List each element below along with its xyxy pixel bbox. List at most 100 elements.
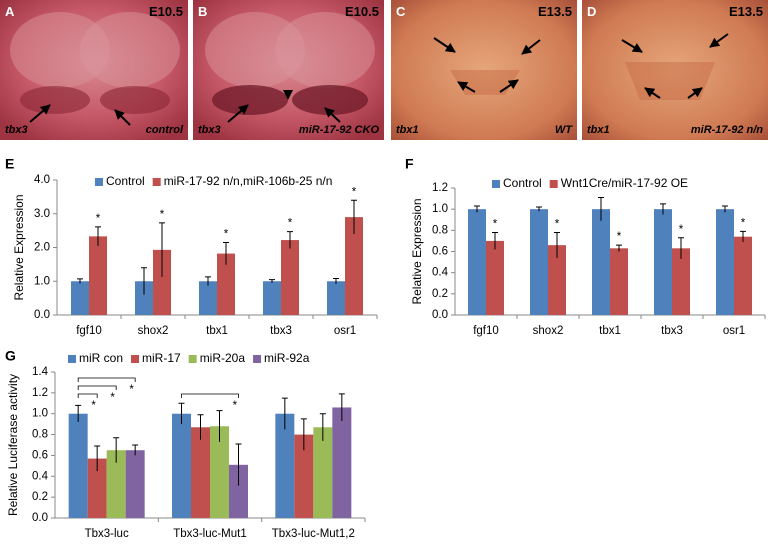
bar — [592, 209, 610, 315]
legend-label: miR-17 — [142, 351, 181, 365]
error-bar — [338, 393, 345, 422]
bar — [313, 427, 333, 518]
y-tick-label: 0.6 — [32, 449, 48, 461]
photos — [0, 0, 768, 140]
bar — [89, 236, 107, 315]
bar — [191, 427, 210, 518]
x-tick-label: tbx3 — [270, 325, 292, 337]
x-tick-label: Tbx3-luc-Mut1 — [173, 528, 247, 540]
y-axis-label: Relative Expression — [410, 198, 424, 304]
error-bar — [223, 241, 229, 265]
stain — [100, 86, 170, 114]
y-tick-label: 4.0 — [34, 174, 50, 186]
panel-letter: A — [5, 4, 15, 19]
y-tick-label: 3.0 — [34, 208, 50, 220]
error-bar — [300, 418, 307, 451]
error-bar — [333, 278, 339, 284]
significance-bracket — [77, 377, 136, 382]
panel-letter: F — [405, 156, 414, 172]
error-bar — [740, 230, 746, 242]
stain — [212, 85, 288, 115]
error-bar — [598, 197, 604, 221]
bar — [87, 458, 107, 518]
bar — [486, 240, 504, 315]
legend-label: miR-17-92 n/n,miR-106b-25 n/n — [164, 174, 333, 188]
legend-label: miR-92a — [264, 351, 310, 365]
legend-swatch — [253, 355, 262, 363]
arrowhead — [283, 90, 293, 100]
x-tick-label: osr1 — [334, 325, 356, 337]
panel-letter: B — [198, 4, 207, 19]
x-tick-label: tbx1 — [599, 325, 621, 337]
error-bar — [660, 203, 666, 215]
significance-star: * — [352, 186, 357, 198]
error-bar — [113, 437, 120, 463]
gene: tbx3 — [198, 124, 221, 136]
gene: tbx1 — [396, 124, 419, 136]
y-tick-label: 1.0 — [432, 203, 448, 215]
bar — [345, 217, 363, 315]
error-bar — [281, 397, 288, 430]
legend-label: miR con — [79, 351, 123, 365]
panel-letter: E — [5, 156, 14, 172]
bar — [734, 236, 752, 315]
bar — [294, 434, 314, 518]
significance-star: * — [96, 213, 101, 225]
legend-swatch — [95, 178, 103, 186]
legend-swatch — [131, 355, 140, 363]
chart: E Relative Expression 0.0 1.0 2.0 3.0 4.0 fgf10… — [5, 156, 378, 337]
legend-swatch — [152, 178, 161, 186]
stain — [292, 85, 368, 115]
significance-star: * — [493, 218, 498, 230]
panel-letter: G — [5, 348, 16, 364]
y-tick-label: 1.0 — [32, 408, 48, 420]
bar — [125, 450, 145, 518]
tissue — [625, 62, 715, 100]
error-bar — [319, 413, 326, 441]
gene: tbx3 — [5, 124, 28, 136]
chart: F Relative Expression 0.0 0.2 0.4 0.6 0.8 1.0 1.… — [405, 156, 766, 337]
panel-letter: D — [587, 4, 596, 19]
x-tick-label: osr1 — [723, 325, 745, 337]
significance-star: * — [555, 218, 560, 230]
bar — [153, 249, 171, 315]
y-tick-label: 0.8 — [32, 429, 48, 441]
y-tick-label: 2.0 — [34, 242, 50, 254]
bar — [654, 209, 672, 315]
significance-star: * — [160, 209, 165, 221]
significance-star: * — [679, 224, 684, 236]
genotype: miR-17-92 n/n — [691, 124, 763, 136]
bar — [172, 413, 191, 518]
significance-star: * — [741, 217, 746, 229]
significance-star: * — [617, 231, 622, 243]
bar — [135, 281, 153, 315]
bar — [332, 407, 352, 518]
error-bar — [492, 231, 498, 250]
error-bar — [159, 222, 165, 277]
error-bar — [616, 244, 622, 252]
stage: E13.5 — [538, 4, 572, 19]
bar — [610, 248, 628, 315]
legend-swatch — [549, 180, 558, 188]
error-bar — [474, 205, 480, 213]
bar — [275, 413, 295, 518]
error-bar — [678, 237, 684, 259]
y-axis-label: Relative Expression — [12, 194, 26, 300]
x-tick-label: tbx3 — [661, 325, 683, 337]
y-tick-label: 1.2 — [32, 387, 48, 399]
genotype: WT — [555, 124, 573, 136]
significance-star: * — [233, 400, 238, 412]
y-tick-label: 0.0 — [32, 512, 48, 524]
error-bar — [269, 279, 275, 283]
chart: G Relative Luciferase activity 0.0 0.2 0.4 0.… — [5, 348, 366, 540]
bar — [106, 450, 126, 518]
stage: E13.5 — [729, 4, 763, 19]
error-bar — [95, 226, 101, 246]
legend-label: Control — [503, 176, 542, 190]
y-tick-label: 0.2 — [32, 491, 48, 503]
charts: E Relative Expression 0.0 1.0 2.0 3.0 4.0 fgf10… — [5, 156, 766, 540]
bar — [68, 413, 88, 518]
y-tick-label: 0.0 — [34, 309, 50, 321]
bar — [229, 464, 248, 518]
y-tick-label: 0.2 — [432, 288, 448, 300]
